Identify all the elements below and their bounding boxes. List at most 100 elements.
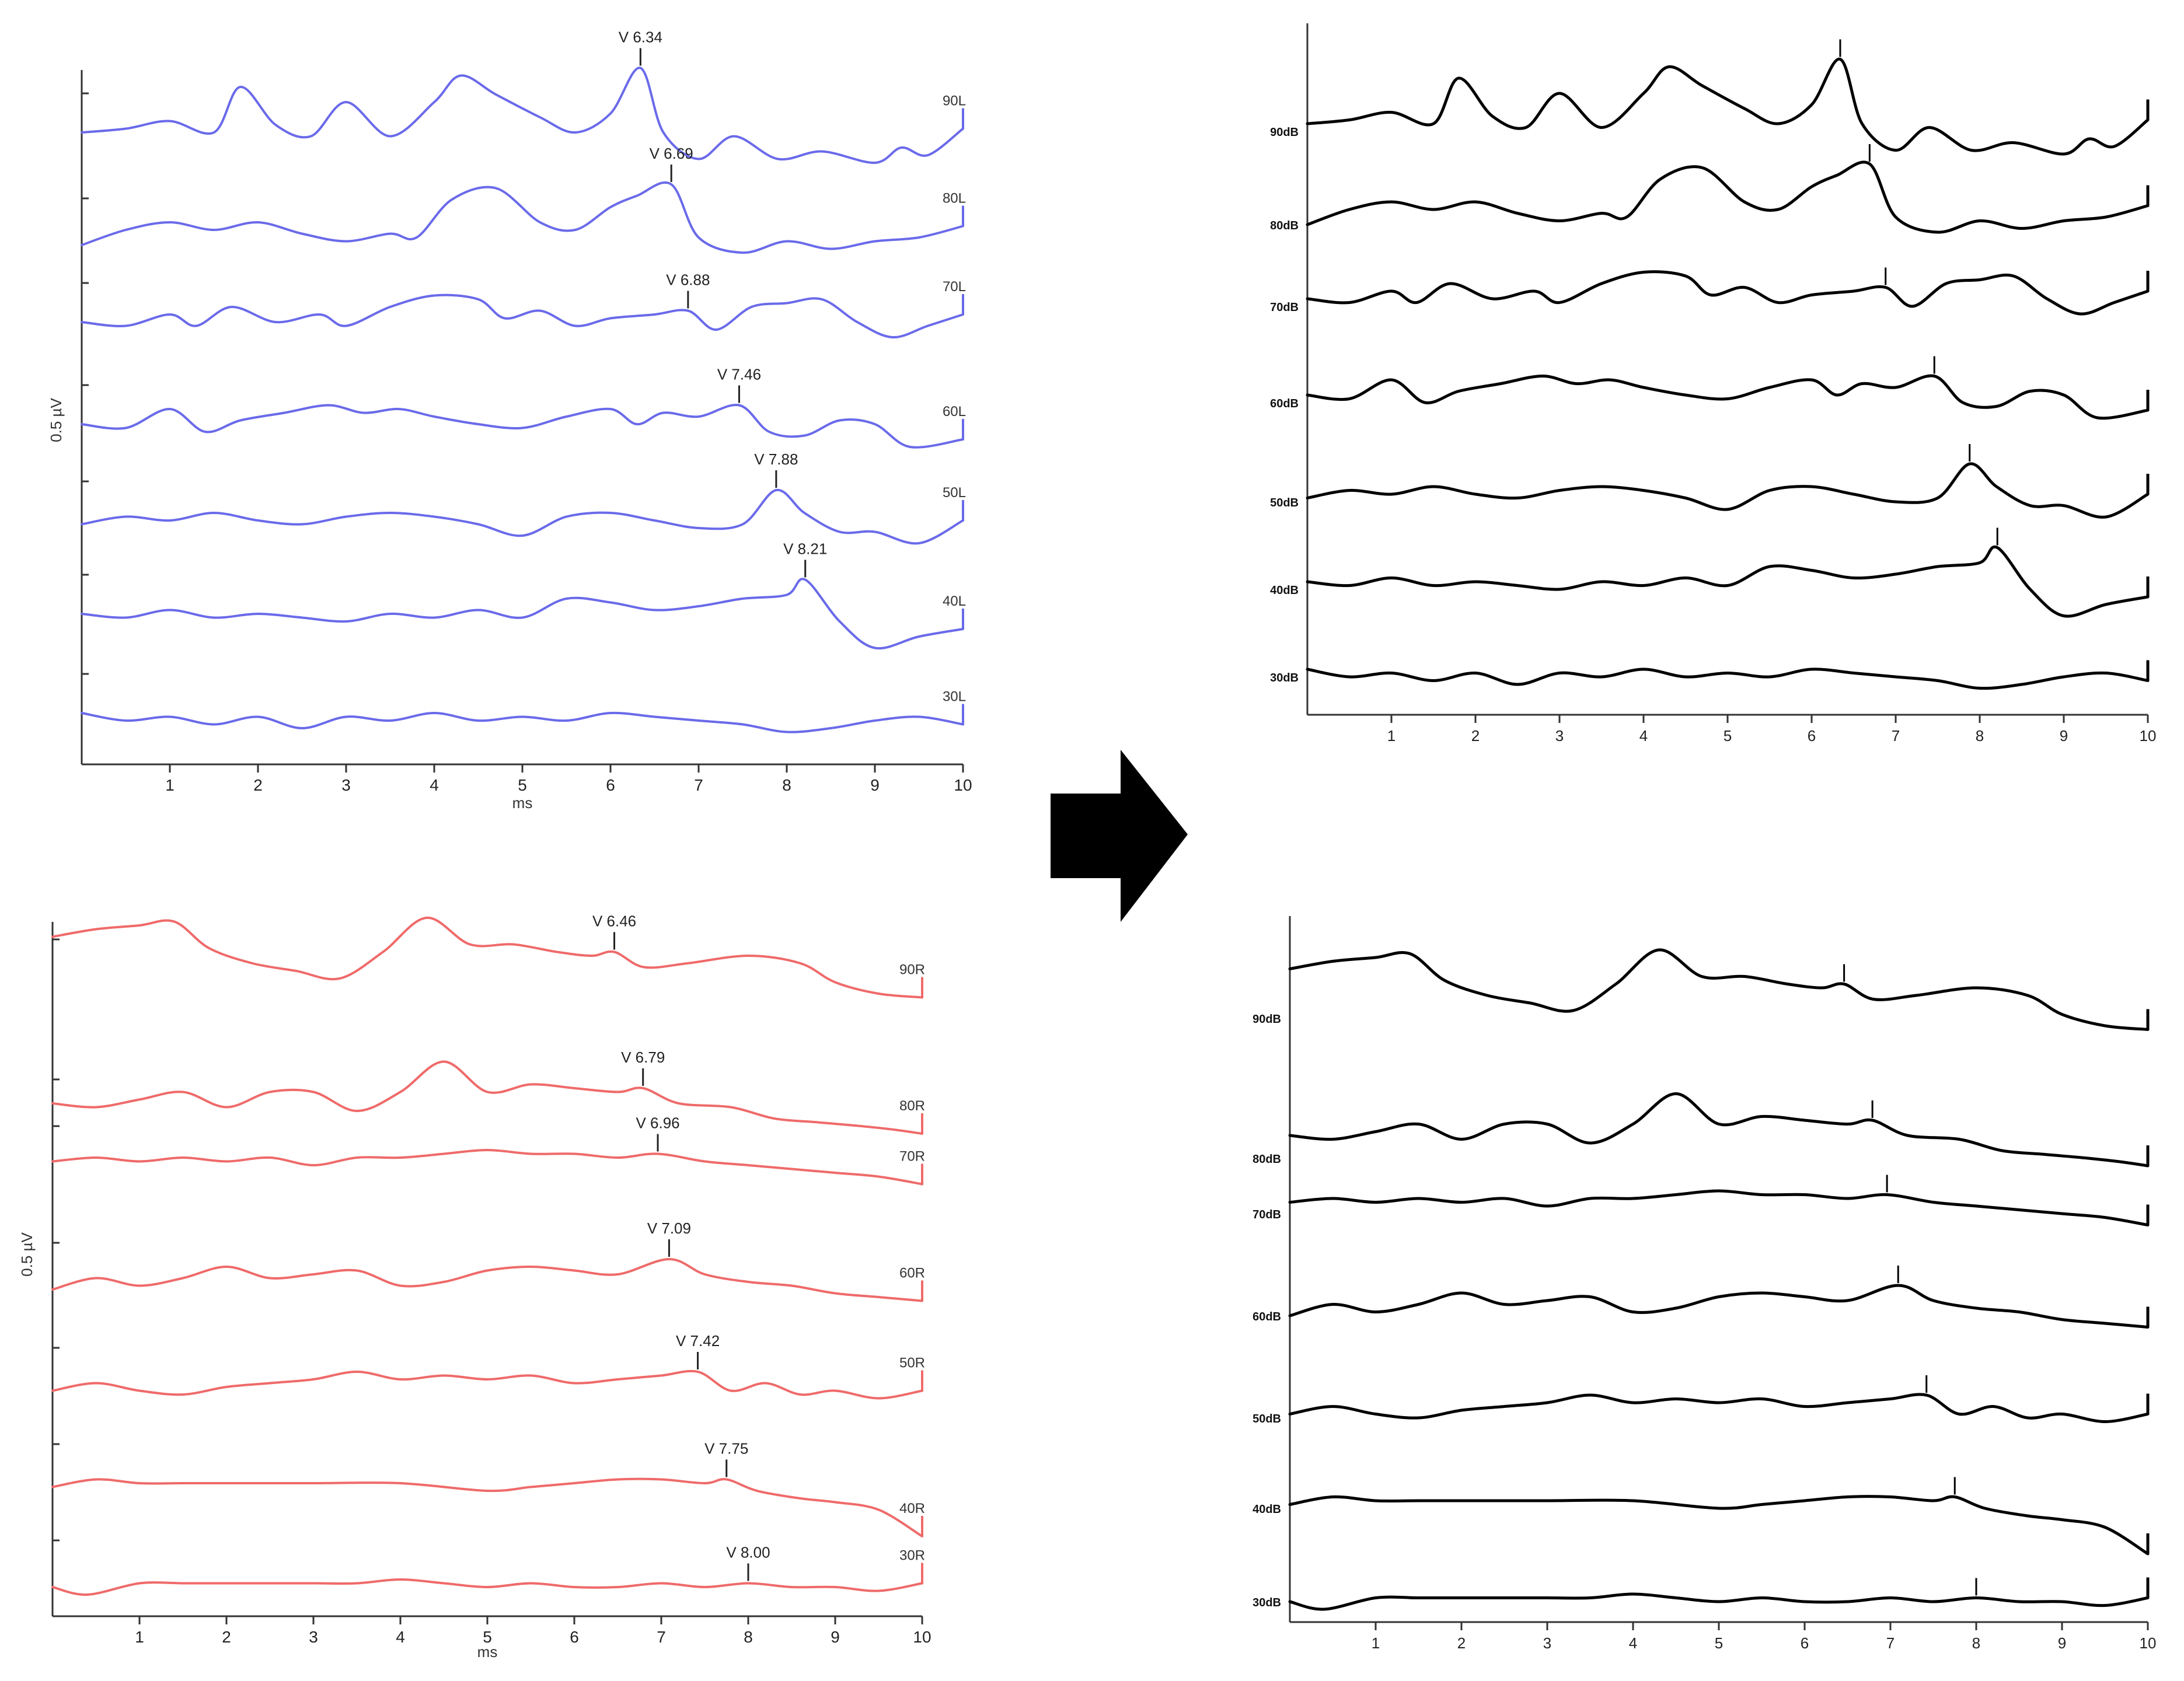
series-label: 40R (899, 1501, 925, 1516)
series-label: 80dB (1253, 1153, 1281, 1166)
x-tick-label: 9 (2058, 1634, 2066, 1652)
series-line-30L (81, 711, 964, 733)
x-tick-label: 1 (1387, 727, 1395, 745)
panel-redrawn-left-ear: 1 2 3 4 5 6 7 8 9 10 90dB 80dB 70dB 60dB 50dB 40dB 30dB (1270, 23, 2156, 745)
series-line-90dB (1306, 57, 2150, 156)
series-label: 50L (943, 485, 966, 501)
panel-redrawn-right-ear: 1 2 3 4 5 6 7 8 9 10 90dB 80dB 70dB 60dB 50dB 40dB 30dB (1253, 916, 2156, 1652)
wave-v-label: V 6.69 (650, 145, 693, 162)
x-tick-label: 1 (165, 776, 175, 794)
wave-v-label: V 6.88 (666, 271, 710, 289)
series-label: 30dB (1253, 1596, 1281, 1609)
x-tick-label: 2 (222, 1628, 231, 1646)
series-label: 90dB (1270, 126, 1299, 139)
x-tick-label: 2 (1457, 1634, 1466, 1652)
series-line-40R (51, 1477, 923, 1537)
series-label: 50R (899, 1355, 925, 1371)
series-label: 90R (899, 962, 925, 978)
x-tick-label: 4 (1629, 1634, 1637, 1652)
series-label: 50dB (1253, 1413, 1281, 1425)
series-line-40dB (1288, 1495, 2150, 1556)
x-tick-label: 2 (253, 776, 263, 794)
series-label: 90dB (1253, 1013, 1281, 1026)
series-label: 80R (899, 1098, 925, 1114)
series-line-40dB (1306, 545, 2150, 618)
x-tick-label: 7 (1892, 727, 1900, 745)
series-line-70dB (1288, 1189, 2150, 1226)
wave-v-label: V 6.34 (619, 29, 662, 46)
series-label: 70L (943, 279, 966, 295)
x-tick-label: 1 (135, 1628, 144, 1646)
series-label: 70dB (1270, 301, 1299, 314)
x-tick-label: 9 (831, 1628, 840, 1646)
x-tick-label: 9 (2060, 727, 2068, 745)
series-line-50dB (1306, 462, 2150, 519)
panel-original-right-ear: 1 2 3 4 5 6 7 8 9 10 ms 0.5 µV 90R V 6.46 80R V 6.79 70R… (18, 913, 931, 1661)
x-tick-label: 4 (1639, 727, 1648, 745)
series-line-80dB (1306, 160, 2150, 234)
x-tick-label: 4 (430, 776, 439, 794)
x-tick-label: 6 (606, 776, 615, 794)
x-tick-label: 5 (1715, 1634, 1723, 1652)
series-label: 40dB (1253, 1503, 1281, 1516)
x-tick-label: 6 (1801, 1634, 1809, 1652)
x-tick-label: 7 (694, 776, 703, 794)
series-line-60dB (1288, 1284, 2150, 1329)
y-axis-title: 0.5 µV (47, 398, 65, 442)
x-tick-label: 10 (913, 1628, 931, 1646)
x-tick-label: 8 (782, 776, 791, 794)
series-line-50L (81, 488, 964, 545)
series-label: 60L (943, 404, 966, 420)
series-label: 60dB (1270, 397, 1299, 410)
x-tick-label: 5 (1724, 727, 1732, 745)
series-line-90R (51, 916, 923, 999)
series-line-50dB (1288, 1393, 2150, 1423)
wave-v-label: V 6.46 (592, 913, 636, 930)
x-tick-label: 3 (341, 776, 351, 794)
panel-original-left-ear: 1 2 3 4 5 6 7 8 9 10 ms 0.5 µV 90L V 6.34 80L V 6.69 70L… (47, 29, 972, 812)
series-line-50R (51, 1369, 923, 1400)
series-line-40L (81, 578, 964, 650)
right-arrow-icon (1051, 750, 1188, 922)
wave-v-label: V 7.09 (647, 1219, 691, 1237)
x-tick-label: 2 (1471, 727, 1480, 745)
series-line-30dB (1288, 1592, 2150, 1611)
x-tick-label: 6 (1808, 727, 1816, 745)
series-line-60dB (1306, 374, 2150, 420)
x-tick-label: 8 (1976, 727, 1984, 745)
x-tick-label: 5 (518, 776, 527, 794)
x-tick-label: 1 (1372, 1634, 1380, 1652)
x-tick-label: 8 (744, 1628, 753, 1646)
series-line-70L (81, 293, 964, 339)
series-label: 60R (899, 1266, 925, 1281)
series-line-30R (51, 1578, 923, 1596)
series-label: 60dB (1253, 1310, 1281, 1323)
series-label: 30L (943, 689, 966, 705)
wave-v-label: V 8.00 (726, 1544, 770, 1561)
series-line-60L (81, 403, 964, 449)
x-tick-label: 10 (954, 776, 972, 794)
series-line-90dB (1288, 948, 2150, 1031)
x-tick-label: 10 (2140, 1634, 2157, 1652)
x-tick-label: 3 (309, 1628, 318, 1646)
series-line-60R (51, 1258, 923, 1302)
x-tick-label: 3 (1555, 727, 1564, 745)
x-tick-label: 8 (1972, 1634, 1980, 1652)
wave-v-label: V 6.96 (636, 1114, 679, 1132)
x-tick-label: 7 (1886, 1634, 1895, 1652)
wave-v-label: V 8.21 (783, 540, 827, 558)
wave-v-label: V 7.88 (754, 450, 798, 468)
x-axis-title: ms (477, 1643, 498, 1661)
x-tick-label: 4 (396, 1628, 405, 1646)
wave-v-label: V 7.75 (704, 1440, 748, 1458)
series-label: 90L (943, 93, 966, 109)
wave-v-label: V 6.79 (621, 1049, 665, 1066)
series-line-30dB (1306, 667, 2150, 690)
wave-v-label: V 7.42 (676, 1332, 720, 1350)
series-label: 40L (943, 593, 966, 609)
series-label: 80dB (1270, 219, 1299, 232)
series-line-80dB (1288, 1092, 2150, 1168)
series-label: 70R (899, 1149, 925, 1165)
wave-v-label: V 7.46 (717, 366, 761, 383)
